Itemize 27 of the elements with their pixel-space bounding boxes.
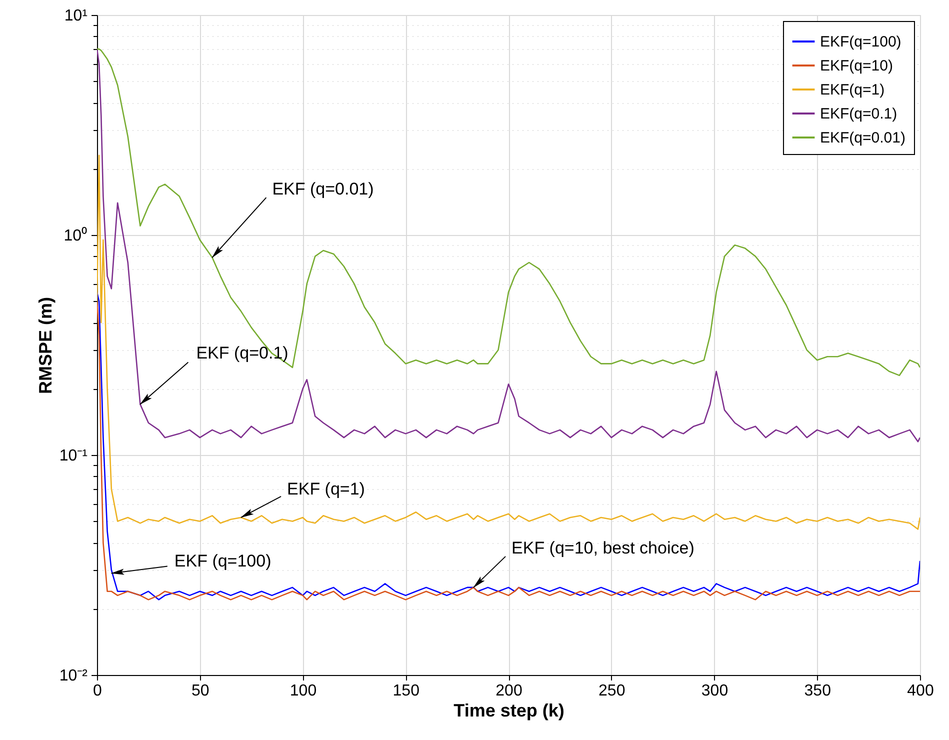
line-series (97, 48, 920, 376)
x-tick-label: 300 (701, 682, 728, 700)
x-axis-title: Time step (k) (454, 700, 564, 720)
annotation: EKF (q=0.01) (272, 180, 374, 199)
x-tick-label: 250 (598, 682, 626, 700)
legend-label: EKF(q=10) (820, 58, 893, 74)
y-tick-label: 10⁻¹ (59, 448, 88, 464)
x-tick-label: 400 (907, 682, 934, 700)
legend-label: EKF(q=0.1) (820, 106, 898, 122)
legend-label: EKF(q=0.01) (820, 130, 906, 146)
line-series (97, 154, 920, 530)
x-tick-label: 0 (93, 682, 102, 700)
y-tick-label: 10⁻² (59, 668, 88, 684)
x-tick-label: 100 (290, 682, 317, 700)
annotation: EKF (q=1) (287, 479, 365, 498)
x-tick-label: 50 (191, 682, 210, 700)
y-axis-title: RMSPE (m) (35, 296, 56, 394)
x-tick-label: 200 (496, 682, 522, 700)
y-tick-label: 10¹ (64, 8, 88, 24)
annotation: EKF (q=100) (174, 551, 272, 570)
line-series (97, 48, 920, 442)
y-tick-label: 10⁰ (64, 226, 88, 244)
x-tick-label: 350 (804, 682, 832, 700)
legend-label: EKF(q=100) (820, 34, 902, 50)
annotation: EKF (q=10, best choice) (512, 538, 694, 558)
legend-label: EKF(q=1) (820, 82, 885, 98)
x-tick-label: 150 (392, 682, 420, 700)
